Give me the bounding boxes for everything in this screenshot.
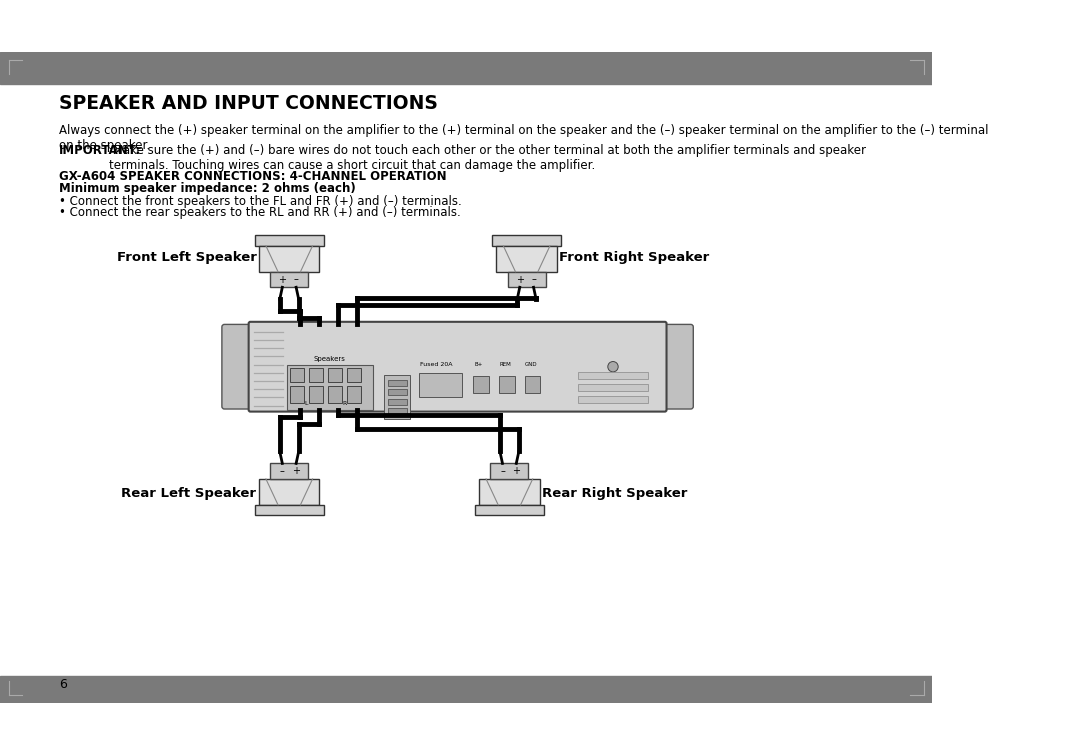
Bar bbox=[347, 368, 361, 382]
Text: Minimum speaker impedance: 2 ohms (each): Minimum speaker impedance: 2 ohms (each) bbox=[58, 182, 355, 195]
Circle shape bbox=[608, 362, 618, 372]
Text: GND: GND bbox=[525, 362, 537, 367]
Text: +: + bbox=[292, 466, 300, 476]
Bar bbox=[388, 408, 407, 414]
Bar bbox=[270, 464, 308, 479]
FancyBboxPatch shape bbox=[248, 322, 666, 411]
Text: • Connect the rear speakers to the RL and RR (+) and (–) terminals.: • Connect the rear speakers to the RL an… bbox=[58, 206, 460, 219]
FancyBboxPatch shape bbox=[221, 325, 253, 409]
Text: –: – bbox=[531, 275, 536, 285]
Bar bbox=[525, 376, 540, 393]
Bar bbox=[259, 246, 320, 272]
Bar bbox=[328, 386, 342, 403]
Bar bbox=[309, 368, 323, 382]
Text: SPEAKER AND INPUT CONNECTIONS: SPEAKER AND INPUT CONNECTIONS bbox=[58, 94, 437, 113]
Bar bbox=[508, 272, 545, 288]
Bar bbox=[0, 676, 932, 704]
Bar bbox=[384, 375, 410, 418]
Text: Fused 20A: Fused 20A bbox=[420, 362, 453, 367]
Text: Make sure the (+) and (–) bare wires do not touch each other or the other termin: Make sure the (+) and (–) bare wires do … bbox=[109, 144, 866, 172]
Bar bbox=[259, 479, 320, 505]
Text: Rear Right Speaker: Rear Right Speaker bbox=[542, 487, 688, 500]
Text: R: R bbox=[342, 402, 347, 406]
FancyBboxPatch shape bbox=[662, 325, 693, 409]
Bar bbox=[255, 236, 324, 246]
Text: –: – bbox=[280, 466, 285, 476]
Bar bbox=[492, 236, 562, 246]
Bar bbox=[291, 386, 303, 403]
Text: –: – bbox=[294, 275, 298, 285]
Text: Rear Left Speaker: Rear Left Speaker bbox=[121, 487, 256, 500]
Bar bbox=[291, 368, 303, 382]
Bar bbox=[255, 505, 324, 515]
Bar bbox=[579, 396, 648, 403]
Bar bbox=[388, 389, 407, 395]
Bar bbox=[490, 464, 528, 479]
Bar bbox=[475, 505, 544, 515]
Bar bbox=[480, 479, 540, 505]
Text: Always connect the (+) speaker terminal on the amplifier to the (+) terminal on : Always connect the (+) speaker terminal … bbox=[58, 124, 988, 152]
Bar bbox=[286, 365, 373, 410]
Text: Front Right Speaker: Front Right Speaker bbox=[559, 251, 710, 263]
Text: 6: 6 bbox=[58, 678, 67, 691]
Text: • Connect the front speakers to the FL and FR (+) and (–) terminals.: • Connect the front speakers to the FL a… bbox=[58, 195, 461, 208]
Bar bbox=[419, 373, 462, 397]
Bar bbox=[499, 376, 514, 393]
Bar bbox=[388, 399, 407, 405]
Bar bbox=[579, 384, 648, 391]
Bar bbox=[309, 386, 323, 403]
Text: B+: B+ bbox=[475, 362, 484, 367]
Bar bbox=[0, 51, 932, 84]
Bar bbox=[328, 368, 342, 382]
Text: REM: REM bbox=[499, 362, 511, 367]
Bar bbox=[473, 376, 488, 393]
Text: GX-A604 SPEAKER CONNECTIONS: 4-CHANNEL OPERATION: GX-A604 SPEAKER CONNECTIONS: 4-CHANNEL O… bbox=[58, 170, 446, 183]
Bar bbox=[347, 386, 361, 403]
Text: +: + bbox=[516, 275, 524, 285]
Text: Front Left Speaker: Front Left Speaker bbox=[117, 251, 256, 263]
Text: +: + bbox=[279, 275, 286, 285]
Bar bbox=[388, 380, 407, 386]
Text: IMPORTANT:: IMPORTANT: bbox=[58, 144, 140, 157]
Text: –: – bbox=[500, 466, 505, 476]
Bar bbox=[579, 372, 648, 379]
Bar bbox=[497, 246, 557, 272]
Text: +: + bbox=[512, 466, 521, 476]
Text: Speakers: Speakers bbox=[314, 356, 346, 362]
Bar bbox=[270, 272, 308, 288]
Text: L: L bbox=[305, 402, 308, 406]
